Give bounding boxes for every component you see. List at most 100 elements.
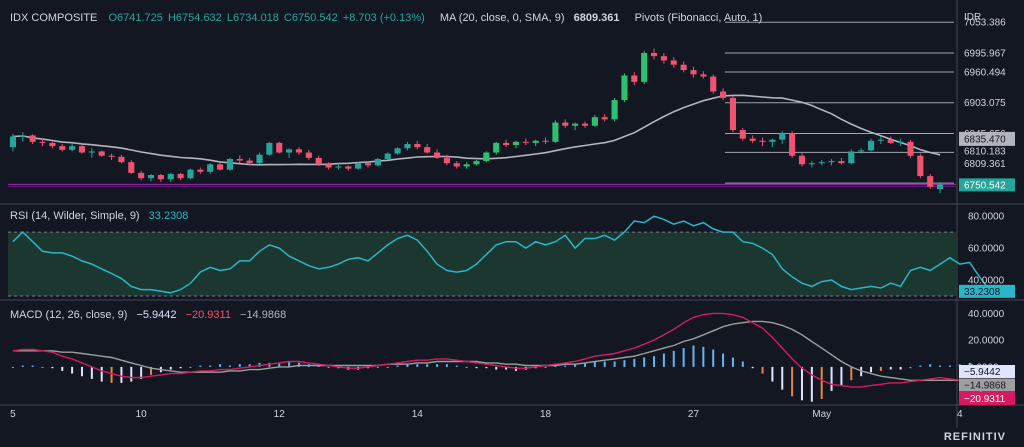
candle-body xyxy=(818,162,825,164)
macd-histogram-bar xyxy=(593,361,596,367)
candle-body xyxy=(710,76,717,92)
candle-body xyxy=(877,139,884,141)
candle-body xyxy=(463,164,470,167)
candle-body xyxy=(621,75,628,101)
macd-histogram-bar xyxy=(909,366,912,369)
macd-histogram-bar xyxy=(692,345,695,367)
candle-body xyxy=(88,151,95,153)
candle-body xyxy=(739,130,746,139)
macd-label[interactable]: MACD (12, 26, close, 9) xyxy=(10,309,128,321)
macd-histogram-bar xyxy=(327,366,330,368)
candle-body xyxy=(355,163,362,169)
time-axis-label: 12 xyxy=(274,409,286,420)
symbol-name[interactable]: IDX COMPOSITE xyxy=(10,12,98,24)
candle-body xyxy=(78,146,86,153)
candle-body xyxy=(838,161,845,164)
pivots-label[interactable]: Pivots (Fibonacci, Auto, 1) xyxy=(634,12,763,24)
candle-body xyxy=(217,164,224,170)
macd-histogram-bar xyxy=(100,366,103,382)
rsi-tick-label: 40.0000 xyxy=(968,276,1005,287)
macd-histogram-bar xyxy=(505,366,508,370)
macd-histogram-bar xyxy=(445,364,448,367)
macd-histogram-bar xyxy=(485,366,488,369)
time-axis-label: May xyxy=(812,409,831,420)
macd-histogram-bar xyxy=(376,366,379,368)
price-tick-label: 7053.386 xyxy=(964,18,1006,29)
macd-histogram-bar xyxy=(751,366,754,369)
macd-histogram-bar xyxy=(810,366,813,402)
candle-body xyxy=(374,158,381,166)
candle-body xyxy=(897,141,904,143)
macd-histogram-bar xyxy=(386,366,389,368)
candle-body xyxy=(276,142,283,153)
current-price-label: 6750.542 xyxy=(964,180,1006,191)
candle-body xyxy=(749,138,756,141)
time-axis-label: 18 xyxy=(540,409,552,420)
macd-histogram-bar xyxy=(406,364,409,367)
candle-body xyxy=(39,141,46,143)
macd-histogram-bar xyxy=(731,357,734,367)
price-tick-label: 6835.470 xyxy=(964,134,1006,145)
candle-body xyxy=(69,146,76,150)
candle-body xyxy=(611,100,618,120)
macd-histogram-bar xyxy=(455,365,458,367)
macd-histogram-bar xyxy=(150,366,153,375)
candle-body xyxy=(779,133,786,140)
macd-histogram-bar xyxy=(110,366,113,383)
macd-tick-label: 20.0000 xyxy=(968,336,1005,347)
macd-current-label: −5.9442 xyxy=(964,367,1001,378)
macd-histogram-bar xyxy=(396,365,399,367)
macd-histogram-bar xyxy=(939,365,942,367)
rsi-label[interactable]: RSI (14, Wilder, Simple, 9) xyxy=(10,210,140,222)
price-tick-label: 6960.494 xyxy=(964,67,1006,78)
candle-body xyxy=(828,161,835,163)
candle-body xyxy=(650,52,658,57)
macd-histogram-bar xyxy=(169,366,172,370)
macd-histogram-bar xyxy=(702,346,705,367)
macd-tick-label: 40.0000 xyxy=(968,309,1005,320)
candle-body xyxy=(9,136,16,148)
rsi-current-tag xyxy=(959,284,1015,298)
macd-line xyxy=(12,312,1000,398)
candle-body xyxy=(167,173,174,180)
macd-histogram-bar xyxy=(209,365,212,367)
high-value: H6754.632 xyxy=(167,12,222,24)
candle-body xyxy=(532,140,539,143)
macd-histogram-bar xyxy=(564,365,567,367)
macd-histogram-bar xyxy=(929,364,932,367)
macd-histogram-bar xyxy=(722,353,725,367)
candle-body xyxy=(473,161,480,165)
candle-body xyxy=(128,162,135,173)
candle-body xyxy=(641,52,648,82)
macd-histogram-bar xyxy=(288,361,291,367)
price-tick-label: 6810.183 xyxy=(964,146,1006,157)
macd-current-label: −20.9311 xyxy=(964,394,1006,405)
price-tick-label: 6809.361 xyxy=(964,159,1006,170)
candle-body xyxy=(157,175,164,180)
candle-body xyxy=(108,155,115,157)
macd-current-tag xyxy=(959,392,1015,405)
macd-histogram-bar xyxy=(11,366,14,368)
macd-histogram-bar xyxy=(228,365,231,367)
macd-histogram-bar xyxy=(189,366,192,368)
macd-histogram-bar xyxy=(554,365,557,367)
candle-body xyxy=(315,157,322,165)
macd-histogram-bar xyxy=(238,364,241,367)
macd-histogram-bar xyxy=(800,366,803,401)
macd-histogram-bar xyxy=(475,366,478,369)
ma-label[interactable]: MA (20, close, 0, SMA, 9) xyxy=(439,12,565,24)
macd-histogram-bar xyxy=(179,366,182,369)
price-tick-label: 6995.967 xyxy=(964,48,1006,59)
ma-value: 6809.361 xyxy=(573,12,620,24)
macd-histogram-bar xyxy=(219,364,222,367)
time-axis-label: 10 xyxy=(136,409,148,420)
brand-logo: REFINITIV xyxy=(943,431,1006,443)
candle-body xyxy=(414,143,421,148)
macd-histogram-bar xyxy=(317,365,320,367)
candle-body xyxy=(512,141,520,146)
candle-body xyxy=(433,152,441,158)
candle-body xyxy=(927,176,934,187)
change-value: +8.703 (+0.13%) xyxy=(342,12,425,24)
candle-body xyxy=(246,160,253,164)
